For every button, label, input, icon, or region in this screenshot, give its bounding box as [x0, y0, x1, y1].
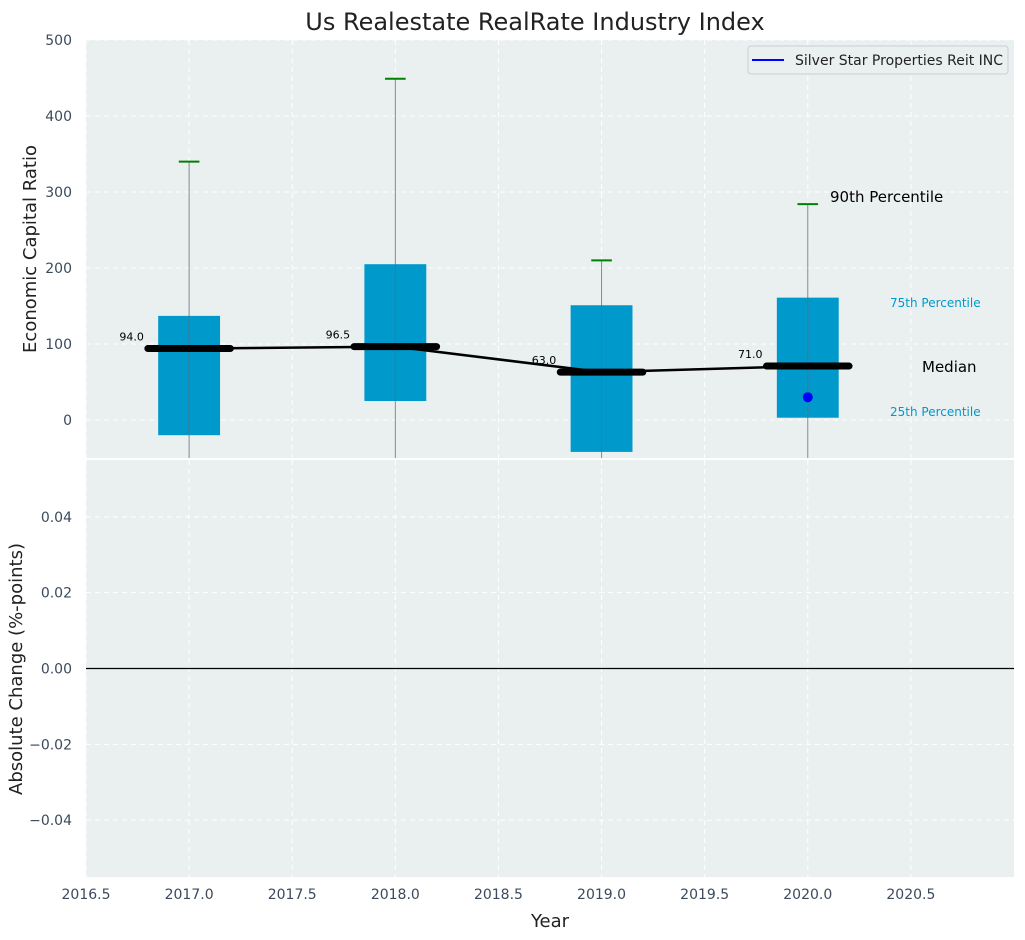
top-y-tick-label: 100	[45, 337, 72, 353]
x-tick-label: 2019.0	[577, 887, 626, 903]
x-tick-label: 2020.5	[886, 887, 935, 903]
x-tick-label: 2019.5	[680, 887, 729, 903]
top-y-tick-label: 200	[45, 261, 72, 277]
median-value-label: 94.0	[119, 331, 144, 344]
x-tick-label: 2017.5	[268, 887, 317, 903]
x-axis-label: Year	[530, 911, 570, 932]
x-ticks: 2016.5 2017.0 2017.5 2018.0 2018.5 2019.0 2019…	[62, 887, 936, 903]
top-y-tick-label: 500	[45, 33, 72, 49]
x-tick-label: 2018.0	[371, 887, 420, 903]
annotation-25th: 25th Percentile	[890, 405, 981, 419]
annotation-75th: 75th Percentile	[890, 296, 981, 310]
annotation-90th: 90th Percentile	[830, 188, 943, 206]
top-y-ticks: 0 100 200 300 400 500	[45, 33, 72, 429]
bottom-y-tick-label: 0.00	[41, 662, 72, 678]
top-y-tick-label: 400	[45, 109, 72, 125]
x-tick-label: 2017.0	[165, 887, 214, 903]
company-point	[802, 392, 813, 403]
legend-box	[747, 45, 1009, 75]
median-value-label: 96.5	[326, 329, 351, 342]
bottom-y-tick-label: −0.04	[29, 813, 72, 829]
bottom-y-ticks: −0.04 −0.02 0.00 0.02 0.04	[29, 510, 72, 829]
top-y-tick-label: 300	[45, 185, 72, 201]
legend-label: Silver Star Properties Reit INC	[795, 53, 1003, 69]
x-tick-label: 2018.5	[474, 887, 523, 903]
bottom-plot: −0.04 −0.02 0.00 0.02 0.04 2016.5 2017.0 2017.…	[6, 460, 1014, 932]
median-value-label: 63.0	[532, 354, 557, 367]
top-plot-background	[86, 40, 1014, 458]
legend: Silver Star Properties Reit INC	[747, 45, 1009, 75]
median-trend-line	[189, 345, 808, 374]
bottom-y-tick-label: 0.04	[41, 510, 72, 526]
x-tick-label: 2020.0	[783, 887, 832, 903]
median-value-label: 71.0	[738, 348, 763, 361]
top-y-axis-label: Economic Capital Ratio	[20, 145, 41, 353]
x-tick-label: 2016.5	[62, 887, 111, 903]
boxplot-group: 94.0 96.5 63.0 71.0	[119, 77, 853, 458]
top-plot: 94.0 96.5 63.0 71.0 0 100 200 300 400 500 Econom…	[20, 33, 1014, 458]
bottom-y-tick-label: −0.02	[29, 737, 72, 753]
chart-title: Us Realestate RealRate Industry Index	[305, 8, 764, 36]
bottom-y-axis-label: Absolute Change (%-points)	[6, 543, 27, 795]
annotation-median: Median	[922, 358, 977, 376]
bottom-y-tick-label: 0.02	[41, 586, 72, 602]
top-y-tick-label: 0	[63, 413, 72, 429]
